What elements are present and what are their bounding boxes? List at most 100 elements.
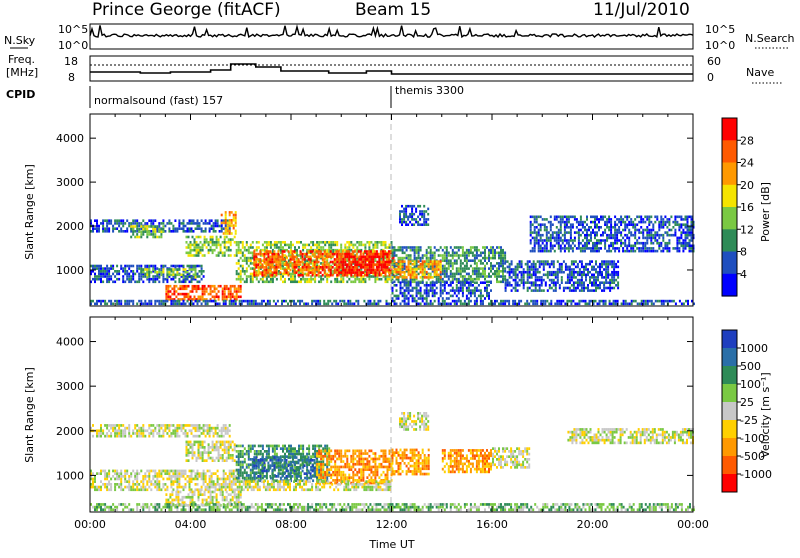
power-cell <box>396 295 398 298</box>
power-cell <box>198 236 200 239</box>
power-cell <box>261 300 263 303</box>
power-cell <box>262 281 264 284</box>
power-cell <box>645 300 647 303</box>
power-cell <box>420 263 422 266</box>
power-cell <box>542 223 544 226</box>
power-cell <box>570 300 572 303</box>
power-cell <box>366 258 368 261</box>
velocity-cell <box>140 435 142 438</box>
power-cell <box>336 256 338 259</box>
power-cell <box>569 289 571 292</box>
power-cell <box>691 218 693 221</box>
power-cell <box>488 254 490 257</box>
power-cell <box>438 268 440 271</box>
power-cell <box>614 229 616 232</box>
power-cell <box>189 230 191 233</box>
power-cell <box>452 275 454 278</box>
power-cell <box>583 271 585 274</box>
power-cell <box>579 271 581 274</box>
power-cell <box>682 247 684 250</box>
power-cell <box>138 281 140 284</box>
power-cell <box>383 261 385 264</box>
power-cell <box>525 263 527 266</box>
power-cell <box>338 263 340 266</box>
power-cell <box>385 278 387 281</box>
power-cell <box>535 279 537 282</box>
power-cell <box>549 271 551 274</box>
power-cell <box>360 274 362 277</box>
power-cell <box>550 237 552 240</box>
power-cell <box>474 262 476 265</box>
power-cell <box>406 297 408 300</box>
power-cell <box>290 261 292 264</box>
power-cell <box>430 246 432 249</box>
power-cell <box>590 221 592 224</box>
power-cell <box>392 273 394 276</box>
power-cell <box>570 237 572 240</box>
velocity-cell <box>92 424 94 427</box>
power-cell <box>403 210 405 213</box>
power-cell <box>571 279 573 282</box>
power-cell <box>564 239 566 242</box>
power-cell <box>190 246 192 249</box>
power-cell <box>553 279 555 282</box>
power-cell <box>452 267 454 270</box>
power-cell <box>288 278 290 281</box>
power-cell <box>628 242 630 245</box>
power-cell <box>152 230 154 233</box>
power-cell <box>496 270 498 273</box>
power-cell <box>539 276 541 279</box>
power-cell <box>296 261 298 264</box>
power-cell <box>592 247 594 250</box>
power-cell <box>496 267 498 270</box>
power-cell <box>591 274 593 277</box>
power-cell <box>476 273 478 276</box>
power-cell <box>406 295 408 298</box>
power-cell <box>632 226 634 229</box>
power-cell <box>136 281 138 284</box>
power-cell <box>410 257 412 260</box>
power-cell <box>388 258 390 261</box>
power-cell <box>574 216 576 219</box>
power-cell <box>236 296 238 299</box>
power-cell <box>576 218 578 221</box>
y-tick-label: 2000 <box>56 220 84 233</box>
power-cell <box>580 250 582 253</box>
power-cell <box>306 281 308 284</box>
power-cell <box>607 274 609 277</box>
power-cell <box>468 281 470 284</box>
power-cell <box>233 227 235 230</box>
power-cell <box>502 257 504 260</box>
power-cell <box>486 289 488 292</box>
power-cell <box>290 244 292 247</box>
power-cell <box>582 226 584 229</box>
power-cell <box>281 300 283 303</box>
power-cell <box>116 265 118 268</box>
power-cell <box>685 247 687 250</box>
power-cell <box>412 289 414 292</box>
power-cell <box>348 256 350 259</box>
power-cell <box>687 242 689 245</box>
power-cell <box>492 246 494 249</box>
power-cell <box>648 229 650 232</box>
power-cell <box>540 223 542 226</box>
power-cell <box>118 300 120 303</box>
power-cell <box>541 276 543 279</box>
power-cell <box>666 221 668 224</box>
power-cell <box>596 250 598 253</box>
power-cell <box>602 231 604 234</box>
power-cell <box>120 267 122 270</box>
power-cell <box>389 263 391 266</box>
power-cell <box>596 218 598 221</box>
power-cell <box>593 274 595 277</box>
power-cell <box>106 267 108 270</box>
power-cell <box>300 281 302 284</box>
power-cell <box>172 227 174 230</box>
power-cell <box>282 256 284 259</box>
power-cell <box>213 225 215 228</box>
power-cell <box>265 269 267 272</box>
power-cell <box>588 229 590 232</box>
power-cell <box>563 287 565 290</box>
power-cell <box>334 263 336 266</box>
power-cell <box>650 250 652 253</box>
